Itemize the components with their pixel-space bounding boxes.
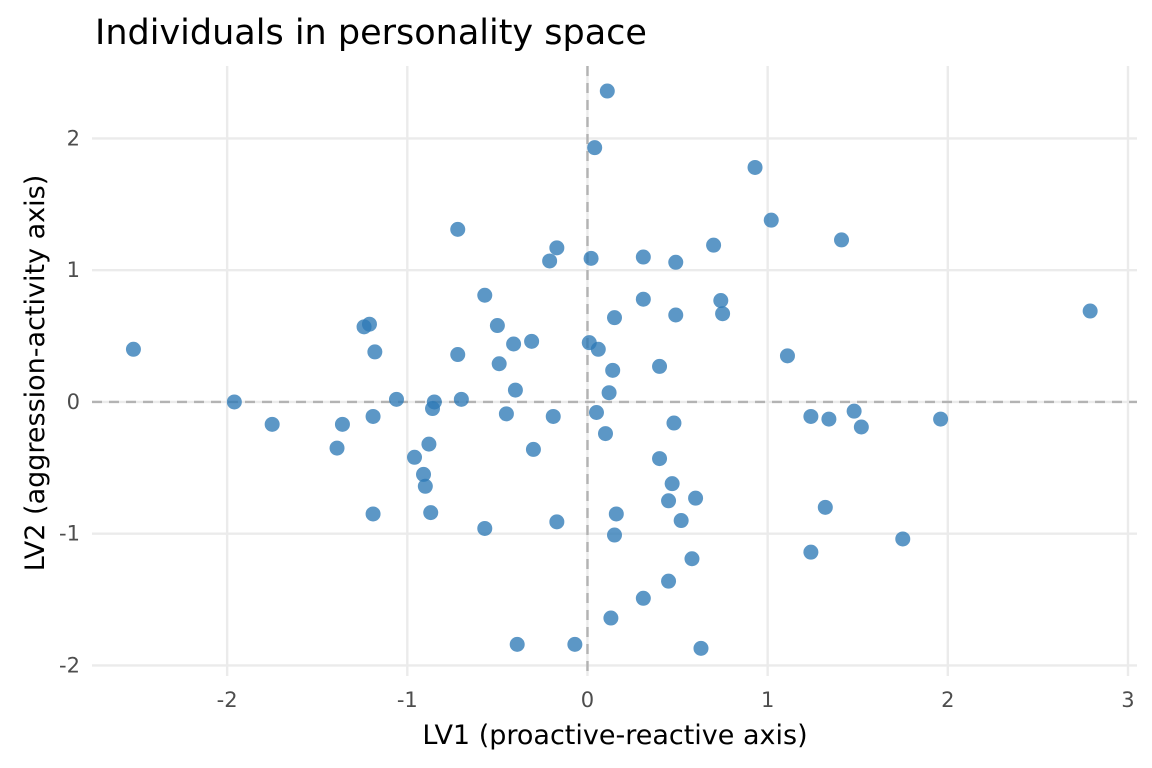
data-point	[821, 411, 837, 427]
data-point	[803, 408, 819, 424]
data-point	[423, 505, 439, 521]
data-point	[652, 358, 668, 374]
data-point	[388, 391, 404, 407]
data-point	[599, 83, 615, 99]
data-point	[635, 291, 651, 307]
data-point	[713, 293, 729, 309]
y-tick-label: 2	[67, 126, 80, 150]
data-point	[365, 506, 381, 522]
data-point	[607, 527, 622, 543]
x-tick-labels: -2 -1 0 1 2 3	[217, 688, 1135, 712]
data-point	[603, 610, 619, 626]
y-axis-title: LV2 (aggression-activity axis)	[20, 175, 51, 572]
y-tick-label: 0	[67, 390, 80, 414]
data-point	[688, 490, 704, 506]
y-tick-label: -1	[59, 522, 80, 546]
data-points	[125, 83, 1098, 656]
data-point	[605, 362, 621, 378]
data-point	[608, 506, 624, 522]
data-point	[779, 348, 795, 364]
data-point	[545, 408, 561, 424]
data-point	[597, 426, 613, 442]
data-point	[607, 310, 622, 326]
data-point	[763, 212, 779, 228]
data-point	[477, 287, 493, 303]
chart-title: Individuals in personality space	[95, 13, 647, 53]
data-point	[747, 159, 763, 175]
data-point	[549, 240, 565, 256]
data-point	[583, 250, 599, 266]
x-tick-label: 1	[761, 688, 774, 712]
data-point	[1082, 303, 1098, 319]
data-point	[525, 441, 541, 457]
x-tick-label: 0	[581, 688, 594, 712]
data-point	[450, 221, 466, 237]
x-tick-label: -2	[217, 688, 238, 712]
data-point	[693, 640, 709, 656]
data-point	[588, 405, 604, 421]
x-axis-title: LV1 (proactive-reactive axis)	[422, 720, 807, 751]
data-point	[601, 385, 617, 401]
data-point	[834, 232, 850, 248]
data-point	[664, 476, 680, 492]
data-point	[635, 590, 651, 606]
data-point	[125, 341, 141, 357]
data-point	[668, 307, 684, 323]
y-tick-label: 1	[67, 258, 80, 282]
x-tick-label: 3	[1121, 688, 1134, 712]
data-point	[715, 306, 731, 322]
data-point	[661, 493, 677, 509]
data-point	[668, 254, 684, 270]
data-point	[365, 408, 381, 424]
data-point	[264, 416, 280, 432]
data-point	[417, 478, 433, 494]
x-tick-label: -1	[397, 688, 418, 712]
data-point	[684, 551, 700, 567]
data-point	[491, 356, 507, 372]
data-point	[334, 416, 350, 432]
data-point	[817, 499, 833, 515]
data-point	[933, 411, 949, 427]
data-point	[477, 520, 493, 536]
data-point	[425, 401, 441, 417]
data-point	[356, 319, 372, 335]
data-point	[416, 466, 432, 482]
data-point	[450, 347, 466, 363]
data-point	[453, 391, 469, 407]
data-point	[489, 318, 505, 334]
data-point	[542, 253, 558, 269]
data-point	[895, 531, 911, 547]
data-point	[367, 344, 383, 360]
reference-lines	[92, 66, 1137, 676]
data-point	[635, 249, 651, 265]
x-tick-label: 2	[941, 688, 954, 712]
data-point	[587, 140, 603, 156]
data-point	[407, 449, 423, 465]
data-point	[853, 419, 869, 435]
data-point	[506, 336, 522, 352]
data-point	[567, 636, 583, 652]
data-point	[661, 573, 677, 589]
y-tick-label: -2	[59, 653, 80, 677]
data-point	[226, 394, 242, 410]
data-point	[590, 341, 606, 357]
data-point	[652, 451, 668, 467]
y-tick-labels: -2 -1 0 1 2	[59, 126, 80, 677]
data-point	[846, 403, 862, 419]
data-point	[803, 544, 819, 560]
data-point	[421, 436, 437, 452]
data-point	[498, 406, 514, 422]
data-point	[524, 333, 540, 349]
data-point	[509, 636, 525, 652]
data-point	[673, 513, 689, 529]
data-point	[507, 382, 523, 398]
data-point	[706, 237, 722, 253]
data-point	[549, 514, 565, 530]
data-point	[666, 415, 682, 431]
data-point	[329, 440, 345, 456]
